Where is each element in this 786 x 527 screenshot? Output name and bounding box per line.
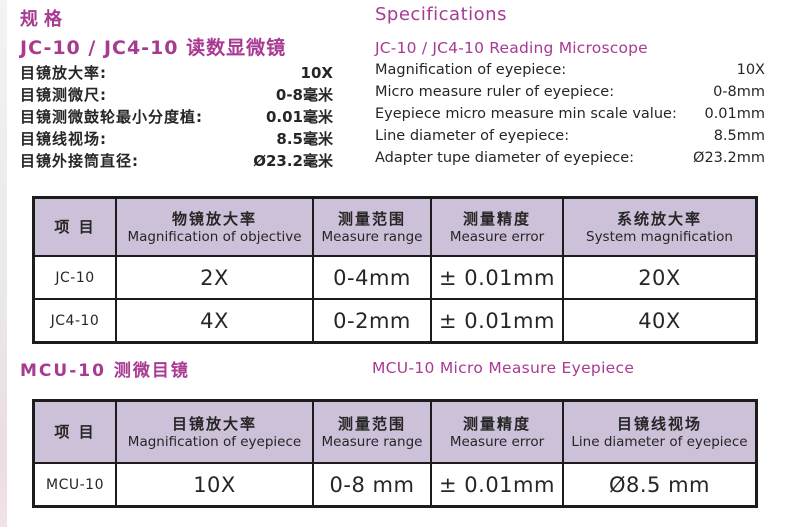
model-subtitle-en: JC-10 / JC4-10 Reading Microscope <box>375 39 648 57</box>
section-title-zh: 规格 <box>20 9 68 30</box>
cell-value: 2X <box>115 257 312 298</box>
page-edge-shadow <box>0 0 7 527</box>
col-header-item: 项 目 <box>35 402 115 462</box>
col-header-zh: 测量精度 <box>462 209 531 228</box>
col-header-measure-error: 测量精度 Measure error <box>430 199 562 255</box>
col-header-en: Measure range <box>321 228 423 245</box>
spec-value: 8.5mm <box>713 128 765 144</box>
mcu-spec-table: 项 目 目镜放大率 Magnification of eyepiece 测量范围… <box>32 399 758 508</box>
cell-value: 0-2mm <box>312 300 430 341</box>
spec-value: 8.5毫米 <box>276 130 333 148</box>
spec-label: Micro measure ruler of eyepiece: <box>375 84 615 100</box>
table-row: JC4-10 4X 0-2mm ± 0.01mm 40X <box>35 298 755 341</box>
col-header-zh: 项 目 <box>54 423 96 441</box>
spec-label: 目镜测微尺: <box>20 86 107 104</box>
col-header-zh: 系统放大率 <box>616 209 702 228</box>
spec-row: Line diameter of eyepiece: 8.5mm <box>375 128 765 150</box>
col-header-eyepiece-magnification: 目镜放大率 Magnification of eyepiece <box>115 402 312 462</box>
section-title-en: Specifications <box>375 4 507 25</box>
spec-label: 目镜测微鼓轮最小分度植: <box>20 108 203 126</box>
cell-value: 40X <box>562 300 755 341</box>
spec-value: Ø23.2mm <box>693 150 765 166</box>
table-header-row: 项 目 目镜放大率 Magnification of eyepiece 测量范围… <box>35 402 755 462</box>
col-header-system-magnification: 系统放大率 System magnification <box>562 199 755 255</box>
jc-spec-table: 项 目 物镜放大率 Magnification of objective 测量范… <box>32 196 758 344</box>
cell-value: 20X <box>562 257 755 298</box>
spec-row: Eyepiece micro measure min scale value: … <box>375 106 765 128</box>
col-header-zh: 测量精度 <box>462 414 531 433</box>
cell-value: 4X <box>115 300 312 341</box>
cell-model: MCU-10 <box>46 476 104 493</box>
cell-value: Ø8.5 mm <box>562 464 755 505</box>
col-header-line-diameter: 目镜线视场 Line diameter of eyepiece <box>562 402 755 462</box>
cell-value: ± 0.01mm <box>430 464 562 505</box>
spec-value: 10X <box>300 64 333 82</box>
table-row: JC-10 2X 0-4mm ± 0.01mm 20X <box>35 255 755 298</box>
cell-model: JC4-10 <box>50 312 100 329</box>
col-header-zh: 项 目 <box>54 218 96 236</box>
cell-value: ± 0.01mm <box>430 257 562 298</box>
spec-list-en: Magnification of eyepiece: 10X Micro mea… <box>375 62 765 172</box>
spec-value: Ø23.2毫米 <box>253 152 333 170</box>
col-header-measure-error: 测量精度 Measure error <box>430 402 562 462</box>
spec-label: Magnification of eyepiece: <box>375 62 567 78</box>
table-row: MCU-10 10X 0-8 mm ± 0.01mm Ø8.5 mm <box>35 462 755 505</box>
cell-value: 0-4mm <box>312 257 430 298</box>
col-header-en: System magnification <box>586 228 733 245</box>
col-header-en: Measure range <box>321 433 423 450</box>
mcu-heading-en: MCU-10 Micro Measure Eyepiece <box>372 359 635 377</box>
spec-row: 目镜外接筒直径: Ø23.2毫米 <box>20 150 333 172</box>
col-header-en: Line diameter of eyepiece <box>571 433 748 450</box>
spec-label: 目镜线视场: <box>20 130 107 148</box>
spec-row: 目镜线视场: 8.5毫米 <box>20 128 333 150</box>
spec-label: 目镜放大率: <box>20 64 107 82</box>
cell-value: 10X <box>115 464 312 505</box>
spec-row: Micro measure ruler of eyepiece: 0-8mm <box>375 84 765 106</box>
spec-row: 目镜放大率: 10X <box>20 62 333 84</box>
spec-label: 目镜外接筒直径: <box>20 152 139 170</box>
col-header-zh: 测量范围 <box>337 209 406 228</box>
col-header-zh: 测量范围 <box>337 414 406 433</box>
cell-model: JC-10 <box>55 269 95 286</box>
spec-value: 0-8毫米 <box>275 86 333 104</box>
col-header-objective-magnification: 物镜放大率 Magnification of objective <box>115 199 312 255</box>
spec-row: Adapter tupe diameter of eyepiece: Ø23.2… <box>375 150 765 172</box>
col-header-measure-range: 测量范围 Measure range <box>312 199 430 255</box>
col-header-en: Measure error <box>449 228 545 245</box>
cell-value: 0-8 mm <box>312 464 430 505</box>
mcu-heading-zh: MCU-10 测微目镜 <box>20 361 190 381</box>
col-header-en: Measure error <box>449 433 545 450</box>
table-header-row: 项 目 物镜放大率 Magnification of objective 测量范… <box>35 199 755 255</box>
col-header-measure-range: 测量范围 Measure range <box>312 402 430 462</box>
col-header-en: Magnification of eyepiece <box>127 433 302 450</box>
model-subtitle-zh: JC-10 / JC4-10 读数显微镜 <box>20 37 287 59</box>
spec-row: 目镜测微鼓轮最小分度植: 0.01毫米 <box>20 106 333 128</box>
spec-value: 0.01毫米 <box>265 108 333 126</box>
col-header-zh: 物镜放大率 <box>171 209 257 228</box>
spec-label: Line diameter of eyepiece: <box>375 128 570 144</box>
spec-list-zh: 目镜放大率: 10X 目镜测微尺: 0-8毫米 目镜测微鼓轮最小分度植: 0.0… <box>20 62 333 172</box>
spec-value: 10X <box>736 62 765 78</box>
spec-value: 0.01mm <box>704 106 765 122</box>
col-header-en: Magnification of objective <box>127 228 302 245</box>
spec-label: Eyepiece micro measure min scale value: <box>375 106 677 122</box>
col-header-item: 项 目 <box>35 199 115 255</box>
spec-label: Adapter tupe diameter of eyepiece: <box>375 150 635 166</box>
cell-value: ± 0.01mm <box>430 300 562 341</box>
spec-value: 0-8mm <box>713 84 765 100</box>
spec-row: Magnification of eyepiece: 10X <box>375 62 765 84</box>
col-header-zh: 目镜放大率 <box>171 414 257 433</box>
col-header-zh: 目镜线视场 <box>616 414 702 433</box>
spec-row: 目镜测微尺: 0-8毫米 <box>20 84 333 106</box>
